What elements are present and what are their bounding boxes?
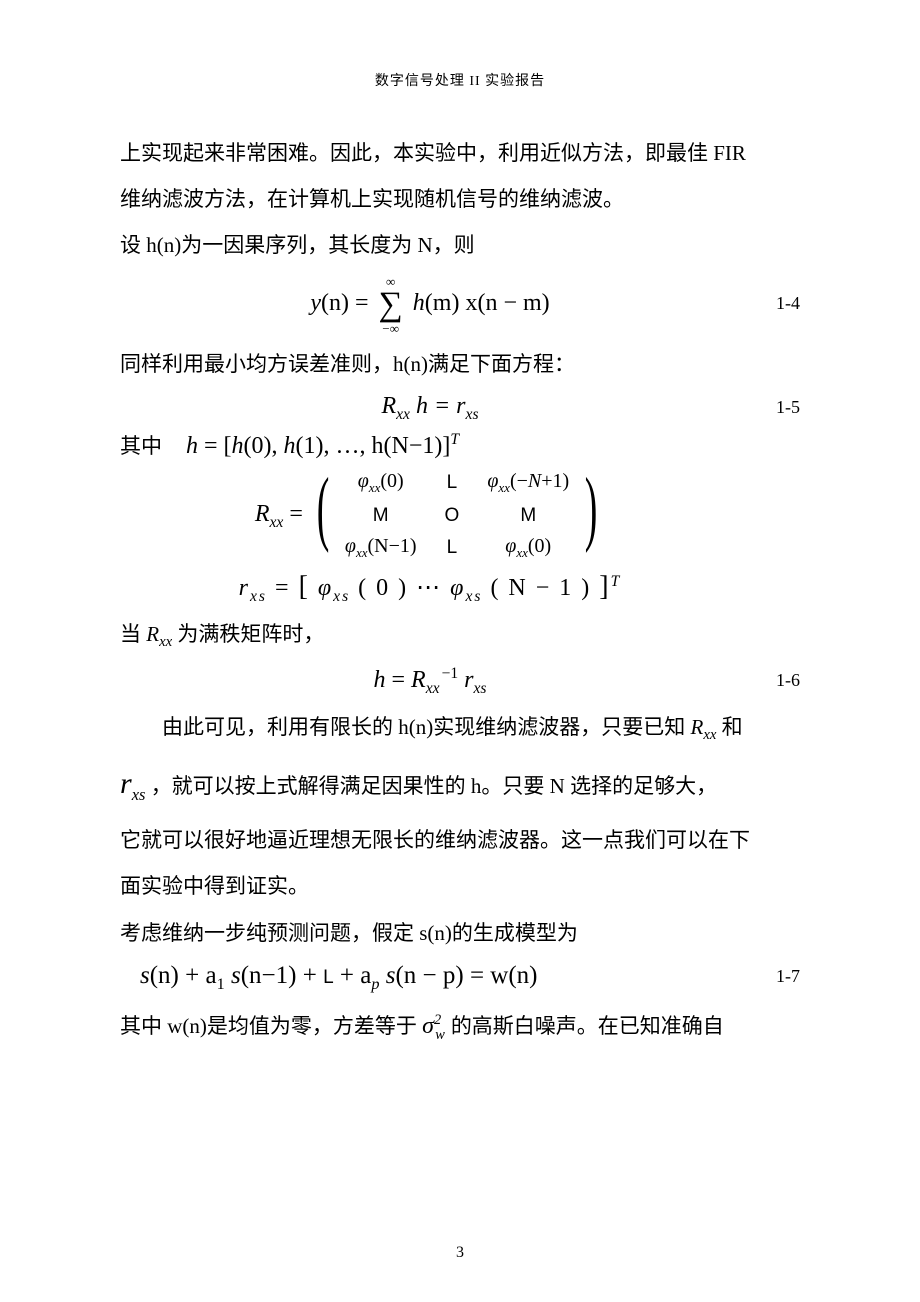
matrix-body: φxx(0) L φxx(−N+1) M O M φxx(N−1) L bbox=[331, 466, 583, 565]
paragraph-1-line-a: 上实现起来非常困难。因此，本实验中，利用近似方法，即最佳 FIR bbox=[120, 130, 800, 176]
equation-1-6-row: h = Rxx−1 rxs 1-6 bbox=[120, 665, 800, 698]
equation-1-6: h = Rxx−1 rxs bbox=[374, 667, 487, 693]
matrix-rxx: Rxx = ( φxx(0) L φxx(−N+1) M O M bbox=[255, 501, 605, 527]
page-content: 数字信号处理 II 实验报告 上实现起来非常困难。因此，本实验中，利用近似方法，… bbox=[120, 70, 800, 1222]
equation-number-1-5: 1-5 bbox=[740, 397, 800, 420]
equation-1-4-row: y(n) = ∞ ∑ −∞ h(m) x(n − m) 1-4 bbox=[120, 275, 800, 335]
where-h-row: 其中 h = [h(0), h(1), …, h(N−1)]T bbox=[120, 430, 800, 460]
where-label: 其中 bbox=[120, 430, 186, 460]
paragraph-2: 设 h(n)为一因果序列，其长度为 N，则 bbox=[120, 222, 800, 268]
paragraph-3: 同样利用最小均方误差准则，h(n)满足下面方程： bbox=[120, 341, 800, 387]
equation-1-7-row: s(n) + a1 s(n−1) + L + ap s(n − p) = w(n… bbox=[140, 962, 800, 994]
equation-number-1-4: 1-4 bbox=[740, 293, 800, 316]
summation-symbol: ∞ ∑ −∞ bbox=[379, 275, 403, 335]
rxs-definition-row: rxs = [ φxs ( 0 ) ⋯ φxs ( N − 1 ) ]T bbox=[120, 571, 800, 606]
paragraph-5-line-b: rxs ，就可以按上式解得满足因果性的 h。只要 N 选择的足够大， bbox=[120, 751, 800, 817]
paragraph-5-line-c: 它就可以很好地逼近理想无限长的维纳滤波器。这一点我们可以在下 bbox=[120, 817, 800, 863]
paragraph-5-line-d: 面实验中得到证实。 bbox=[120, 863, 800, 909]
paragraph-7: 其中 w(n)是均值为零，方差等于 σ2w 的高斯白噪声。在已知准确自 bbox=[120, 1000, 800, 1053]
paragraph-6: 考虑维纳一步纯预测问题，假定 s(n)的生成模型为 bbox=[120, 910, 800, 956]
equation-number-1-6: 1-6 bbox=[740, 670, 800, 693]
page-header: 数字信号处理 II 实验报告 bbox=[120, 70, 800, 90]
page-number: 3 bbox=[0, 1244, 920, 1262]
equation-1-5: Rxx h = rxs bbox=[381, 393, 478, 419]
paragraph-1-line-b: 维纳滤波方法，在计算机上实现随机信号的维纳滤波。 bbox=[120, 176, 800, 222]
equation-number-1-7: 1-7 bbox=[740, 966, 800, 989]
equation-1-5-row: Rxx h = rxs 1-5 bbox=[120, 393, 800, 424]
equation-1-4: y(n) = ∞ ∑ −∞ h(m) x(n − m) bbox=[310, 290, 549, 316]
equation-1-7: s(n) + a1 s(n−1) + L + ap s(n − p) = w(n… bbox=[140, 962, 538, 989]
paragraph-5-line-a: 由此可见，利用有限长的 h(n)实现维纳滤波器，只要已知 Rxx 和 bbox=[120, 704, 800, 752]
paragraph-4: 当 Rxx 为满秩矩阵时， bbox=[120, 611, 800, 659]
matrix-rxx-row: Rxx = ( φxx(0) L φxx(−N+1) M O M bbox=[120, 466, 800, 565]
rxs-definition: rxs = [ φxs ( 0 ) ⋯ φxs ( N − 1 ) ]T bbox=[239, 575, 622, 601]
h-definition: h = [h(0), h(1), …, h(N−1)]T bbox=[186, 433, 459, 459]
